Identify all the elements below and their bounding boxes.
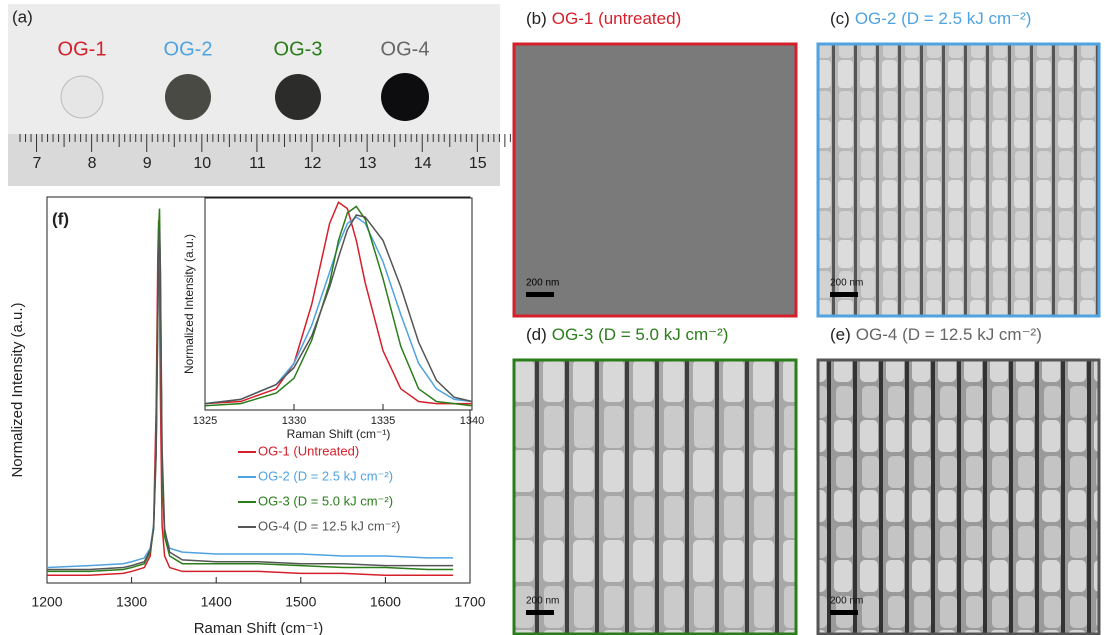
y-axis-label: Normalized Intensity (a.u.) xyxy=(182,234,196,374)
panel-label: (f) xyxy=(52,209,69,228)
panel-title: (c) OG-2 (D = 2.5 kJ cm⁻²) xyxy=(830,9,1031,28)
x-tick-label: 1500 xyxy=(285,594,316,610)
x-tick-label: 1325 xyxy=(193,415,217,427)
sample-label: OG-3 xyxy=(274,38,323,60)
x-tick-label: 1200 xyxy=(31,594,62,610)
scale-bar-label: 200 nm xyxy=(526,596,559,607)
panel-title-text: OG-4 (D = 12.5 kJ cm⁻²) xyxy=(856,325,1042,344)
sample-disk xyxy=(165,74,211,120)
x-tick-label: 1330 xyxy=(282,415,306,427)
scale-bar-label: 200 nm xyxy=(830,278,863,289)
ruler-number: 7 xyxy=(33,155,42,172)
sample-label: OG-1 xyxy=(58,38,107,60)
legend-label: OG-1 (Untreated) xyxy=(258,443,359,458)
sem-image xyxy=(818,44,1099,316)
ruler-number: 12 xyxy=(304,155,322,172)
panel-label: (a) xyxy=(12,7,33,26)
panel-label: (e) xyxy=(830,325,851,344)
x-tick-label: 1400 xyxy=(201,594,232,610)
sample-disk xyxy=(381,73,429,121)
legend-label: OG-2 (D = 2.5 kJ cm⁻²) xyxy=(258,468,393,483)
x-tick-label: 1340 xyxy=(460,415,484,427)
scale-bar xyxy=(830,292,858,297)
scale-bar-label: 200 nm xyxy=(830,596,863,607)
scale-bar-label: 200 nm xyxy=(526,278,559,289)
panel-title: (e) OG-4 (D = 12.5 kJ cm⁻²) xyxy=(830,325,1042,344)
panel-label: (b) xyxy=(526,9,547,28)
x-tick-label: 1700 xyxy=(454,594,485,610)
panel-title-text: OG-2 (D = 2.5 kJ cm⁻²) xyxy=(855,9,1032,28)
legend-label: OG-3 (D = 5.0 kJ cm⁻²) xyxy=(258,493,393,508)
x-tick-label: 1300 xyxy=(116,594,147,610)
sample-label: OG-2 xyxy=(164,38,213,60)
ruler-number: 11 xyxy=(249,155,266,172)
panel-label: (c) xyxy=(830,9,850,28)
sample-disk xyxy=(275,74,321,120)
sample-label: OG-4 xyxy=(381,38,430,60)
ruler-number: 15 xyxy=(469,155,487,172)
x-axis-label: Raman Shift (cm⁻¹) xyxy=(287,427,391,441)
sem-image xyxy=(514,44,796,316)
ruler-number: 9 xyxy=(143,155,152,172)
panel-label: (d) xyxy=(526,325,547,344)
x-tick-label: 1335 xyxy=(371,415,395,427)
ruler-number: 14 xyxy=(414,155,432,172)
x-tick-label: 1600 xyxy=(370,594,401,610)
sample-disk xyxy=(61,76,103,118)
scale-bar xyxy=(526,610,554,615)
plot-frame xyxy=(205,198,472,410)
scale-bar xyxy=(526,292,554,297)
ruler-number: 10 xyxy=(193,155,211,172)
panel-title-text: OG-1 (untreated) xyxy=(552,9,681,28)
sem-image xyxy=(818,360,1099,634)
figure: 7 8 9 10 11 12 13 14 15 (a) OG-1 OG-2 OG-3 OG-4 (b) O… xyxy=(0,0,1105,635)
panel-title: (d) OG-3 (D = 5.0 kJ cm⁻²) xyxy=(526,325,728,344)
sem-image xyxy=(514,360,796,634)
panel-title: (b) OG-1 (untreated) xyxy=(526,9,681,28)
panel-title-text: OG-3 (D = 5.0 kJ cm⁻²) xyxy=(552,325,729,344)
legend-label: OG-4 (D = 12.5 kJ cm⁻²) xyxy=(258,518,400,533)
ruler-number: 8 xyxy=(88,155,97,172)
y-axis-label: Normalized Intensity (a.u.) xyxy=(9,302,26,477)
scale-bar xyxy=(830,610,858,615)
ruler-number: 13 xyxy=(359,155,377,172)
x-axis-label: Raman Shift (cm⁻¹) xyxy=(194,620,324,635)
